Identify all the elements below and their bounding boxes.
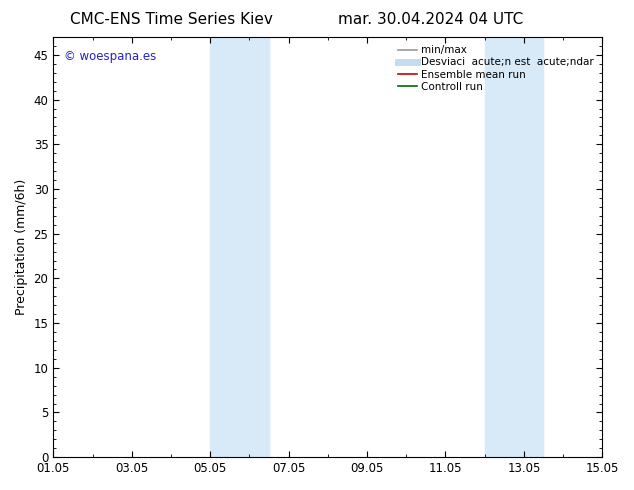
Legend: min/max, Desviaci  acute;n est  acute;ndar, Ensemble mean run, Controll run: min/max, Desviaci acute;n est acute;ndar… [395, 42, 597, 95]
Text: mar. 30.04.2024 04 UTC: mar. 30.04.2024 04 UTC [339, 12, 524, 27]
Y-axis label: Precipitation (mm/6h): Precipitation (mm/6h) [15, 179, 28, 315]
Bar [210, 37, 269, 457]
Text: © woespana.es: © woespana.es [64, 49, 157, 63]
Text: CMC-ENS Time Series Kiev: CMC-ENS Time Series Kiev [70, 12, 273, 27]
Bar [484, 37, 543, 457]
